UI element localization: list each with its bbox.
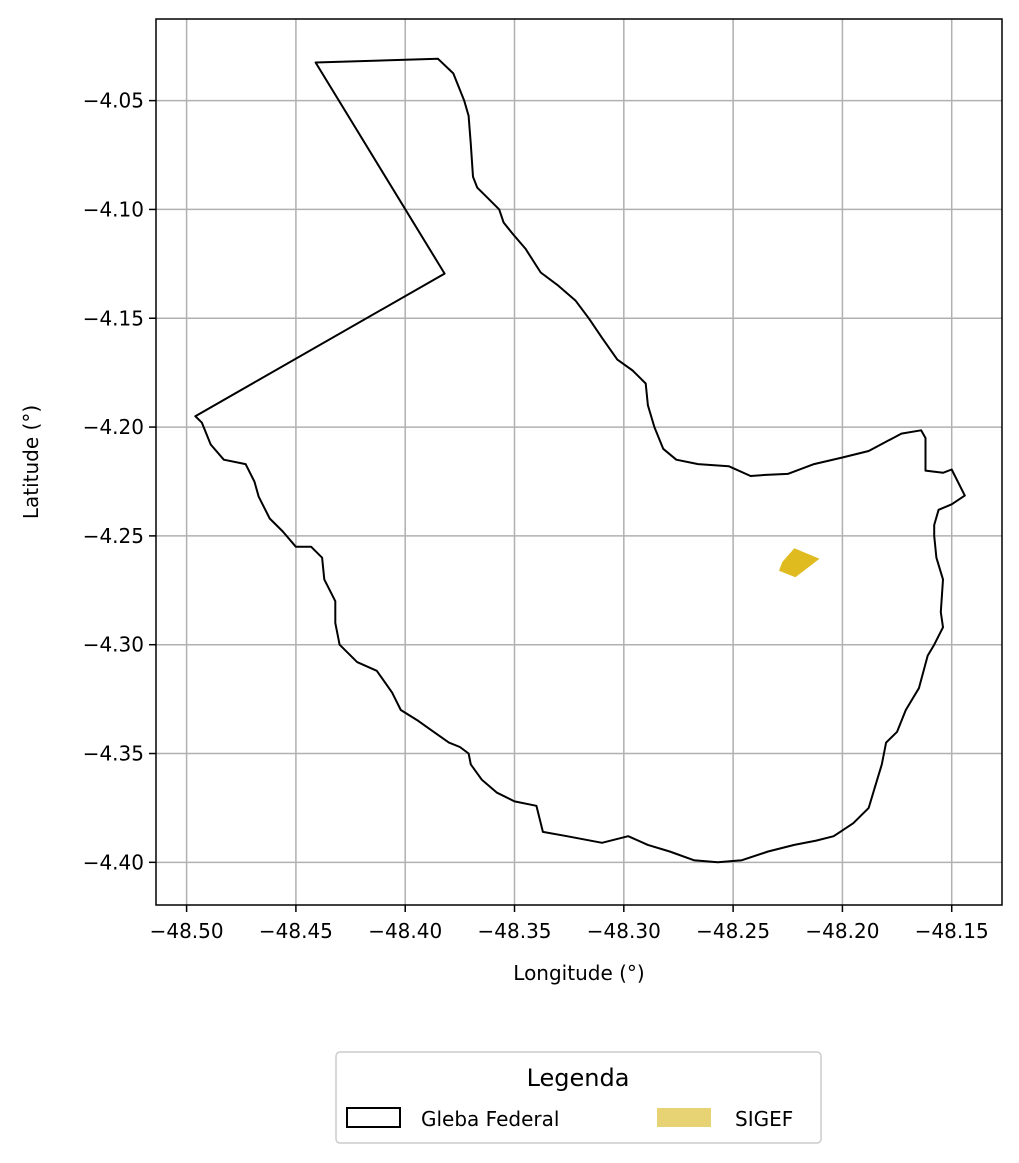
- legend-swatch-gleba-federal: [346, 1107, 401, 1128]
- x-tick-label: −48.20: [805, 919, 879, 943]
- legend-label-gleba-federal: Gleba Federal: [421, 1107, 559, 1131]
- x-axis-label: Longitude (°): [513, 961, 644, 985]
- y-tick-label: −4.05: [83, 89, 144, 113]
- y-tick-label: −4.25: [83, 524, 144, 548]
- y-tick-label: −4.35: [83, 742, 144, 766]
- x-tick-label: −48.35: [478, 919, 552, 943]
- y-tick-label: −4.10: [83, 197, 144, 221]
- legend: Legenda Gleba Federal SIGEF: [335, 1051, 822, 1144]
- x-tick-label: −48.45: [259, 919, 333, 943]
- legend-title: Legenda: [527, 1064, 630, 1092]
- x-tick-label: −48.30: [587, 919, 661, 943]
- x-tick-label: −48.15: [915, 919, 989, 943]
- map-layers: [194, 57, 966, 864]
- x-tick-label: −48.40: [368, 919, 442, 943]
- legend-swatch-sigef: [657, 1108, 711, 1127]
- axes-frame: [155, 18, 1003, 906]
- y-axis-label: Latitude (°): [19, 405, 43, 519]
- y-tick-label: −4.40: [83, 850, 144, 874]
- legend-label-sigef: SIGEF: [735, 1107, 793, 1131]
- grid-lines: [156, 19, 1002, 905]
- axis-ticks: −48.50 −48.45 −48.40 −48.35 −48.30 −48.25 −48.…: [83, 89, 989, 943]
- y-tick-label: −4.30: [83, 633, 144, 657]
- y-tick-label: −4.20: [83, 415, 144, 439]
- gleba-federal-polygon: [194, 57, 966, 864]
- y-tick-label: −4.15: [83, 306, 144, 330]
- sigef-polygon: [779, 548, 820, 578]
- x-tick-label: −48.50: [150, 919, 224, 943]
- x-tick-label: −48.25: [696, 919, 770, 943]
